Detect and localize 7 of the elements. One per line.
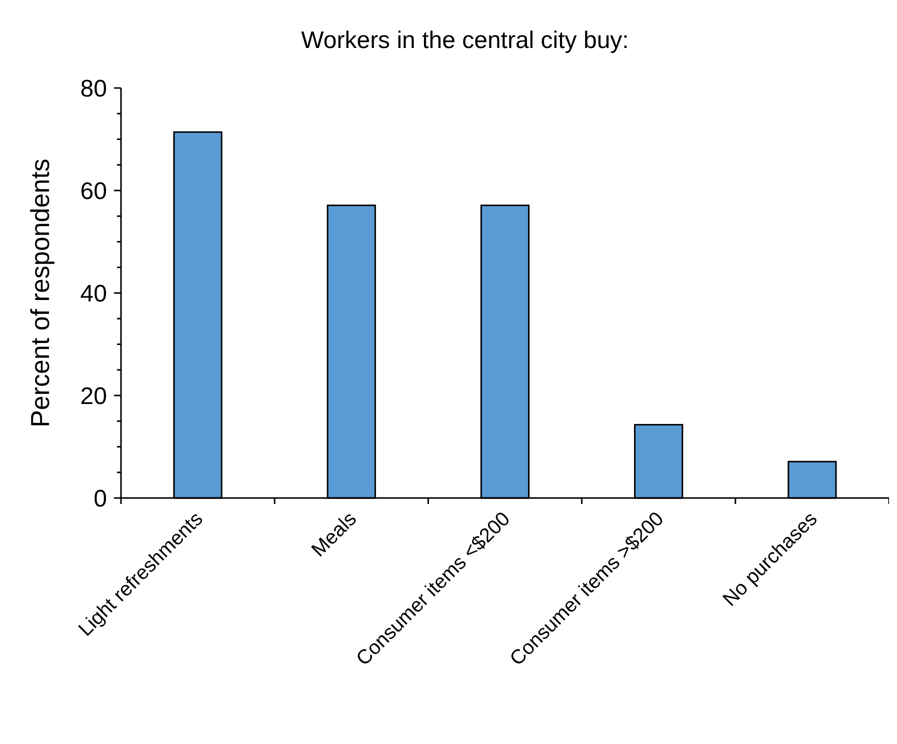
y-axis-title: Percent of respondents	[25, 158, 55, 428]
y-tick-label: 60	[80, 178, 107, 205]
y-tick-label: 20	[80, 382, 107, 410]
chart-title: Workers in the central city buy:	[301, 27, 629, 54]
y-tick-label: 40	[80, 280, 107, 308]
y-tick-label: 0	[94, 485, 107, 512]
y-tick-label: 80	[80, 75, 107, 102]
